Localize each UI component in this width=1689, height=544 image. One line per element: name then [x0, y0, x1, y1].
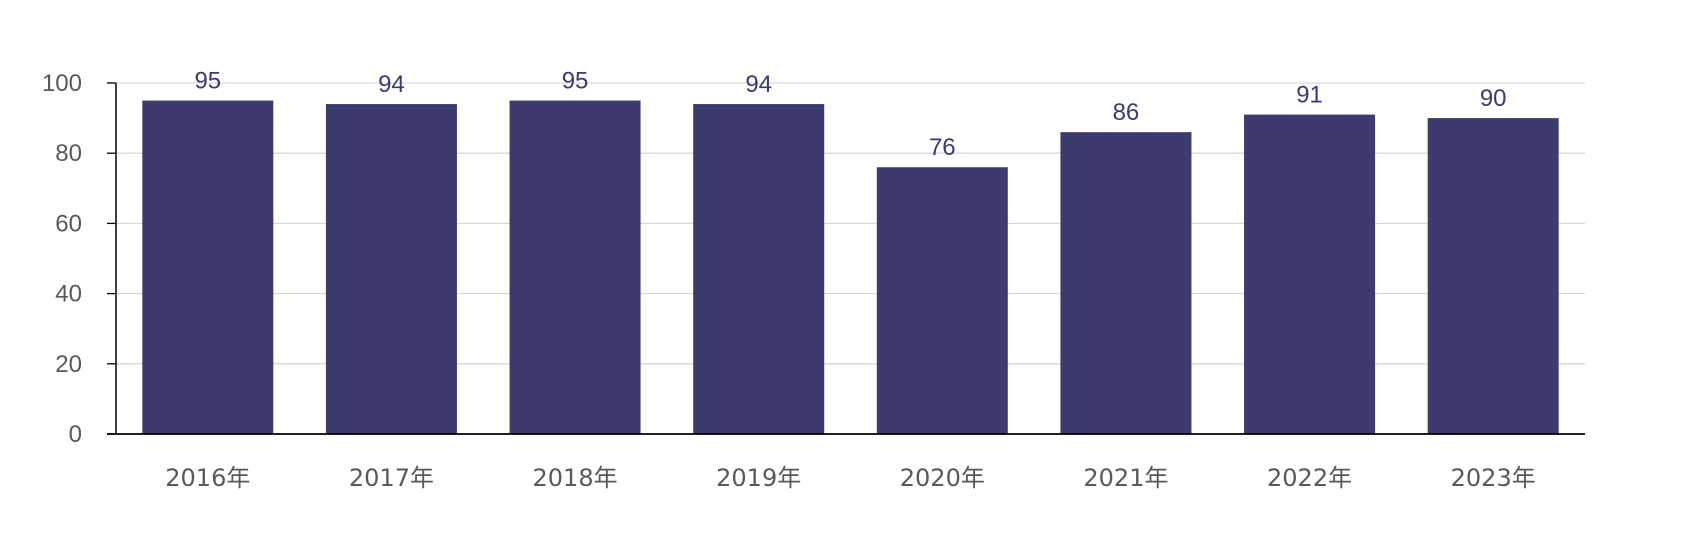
- x-category-label: 2021年: [1083, 464, 1168, 492]
- bar: [1060, 132, 1192, 434]
- x-category-label: 2018年: [533, 464, 618, 492]
- x-category-label: 2020年: [900, 464, 985, 492]
- data-label: 91: [1296, 82, 1323, 109]
- y-tick-label: 80: [55, 140, 82, 167]
- y-tick-label: 20: [55, 351, 82, 378]
- y-tick-label: 100: [42, 70, 82, 97]
- x-category-label: 2023年: [1451, 464, 1536, 492]
- bar: [1427, 118, 1559, 434]
- x-axis-category-labels: 2016年 2017年 2018年 2019年 2020年 2021年 2022年 2023年: [165, 464, 1535, 492]
- data-label: 94: [745, 71, 772, 98]
- y-tick-label: 0: [69, 421, 82, 448]
- bars: [142, 100, 1559, 435]
- bar: [693, 104, 825, 434]
- y-axis-tick-labels: 0 20 40 60 80 100: [42, 70, 82, 448]
- x-category-label: 2017年: [349, 464, 434, 492]
- x-category-label: 2016年: [165, 464, 250, 492]
- x-category-label: 2022年: [1267, 464, 1352, 492]
- bar: [142, 100, 274, 435]
- x-category-label: 2019年: [716, 464, 801, 492]
- data-label: 76: [929, 134, 956, 161]
- data-label: 95: [562, 68, 589, 95]
- y-tick-label: 40: [55, 281, 82, 308]
- data-label: 94: [378, 71, 405, 98]
- bar: [876, 167, 1008, 435]
- axes: [107, 82, 1585, 435]
- data-label: 95: [194, 68, 221, 95]
- data-label: 86: [1113, 99, 1140, 126]
- y-tick-label: 60: [55, 210, 82, 237]
- bar: [325, 104, 457, 434]
- data-labels: 95 94 95 94 76 86 91 90: [194, 68, 1506, 162]
- bar: [1244, 114, 1376, 434]
- data-label: 90: [1480, 85, 1507, 112]
- bar: [509, 100, 641, 435]
